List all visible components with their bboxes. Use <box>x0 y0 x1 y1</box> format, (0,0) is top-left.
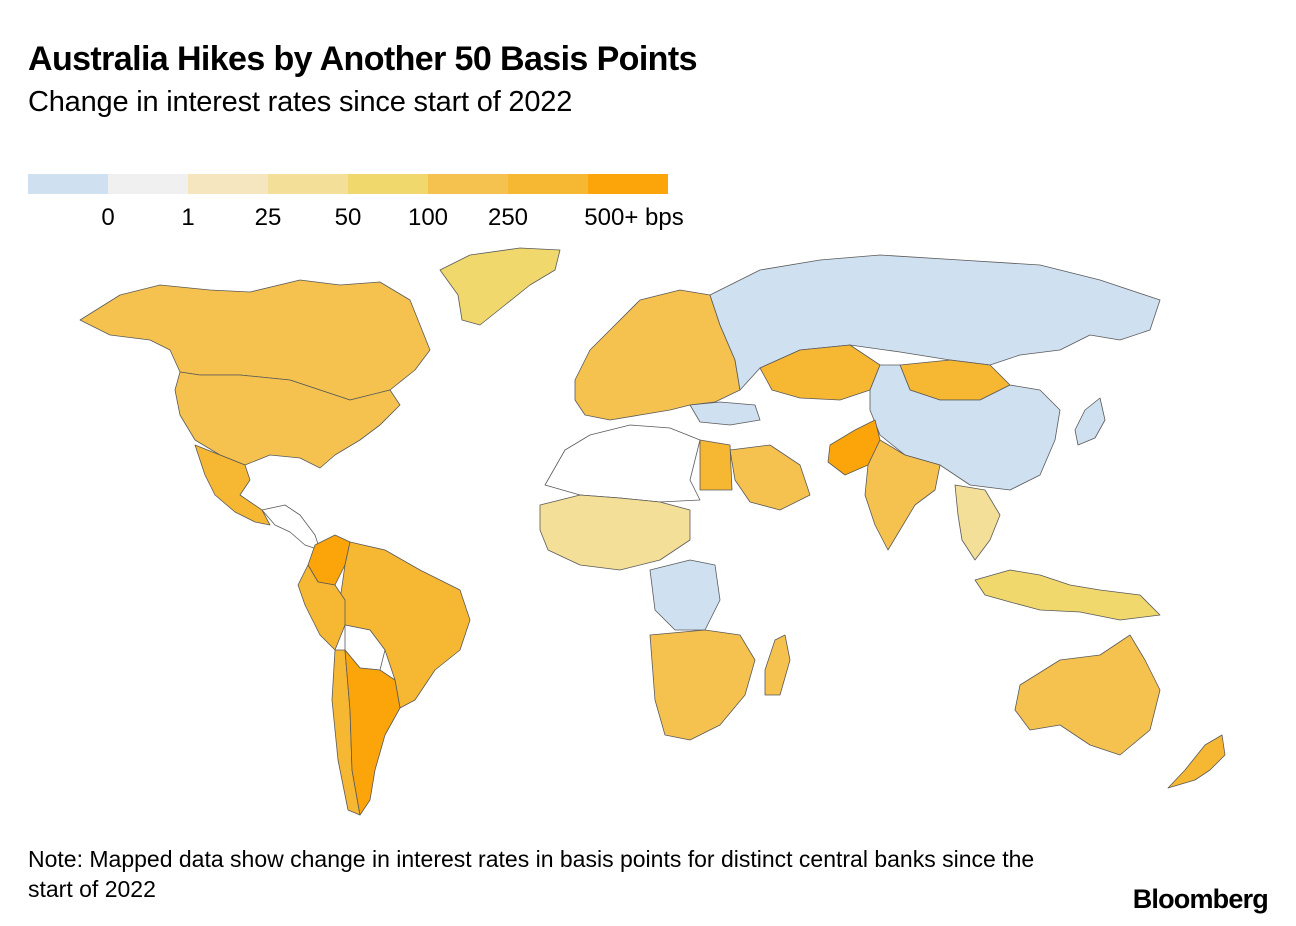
country-indonesia <box>974 569 1161 621</box>
legend-tick-label: 500+ bps <box>584 204 684 231</box>
legend-swatch <box>28 174 108 194</box>
legend-tick-label: 25 <box>254 204 282 231</box>
region-southern-africa <box>649 629 756 741</box>
region-west-africa <box>539 494 691 571</box>
country-russia <box>709 254 1161 391</box>
world-map <box>0 240 1296 840</box>
color-legend: 0 1 25 50 100 250 500+ bps <box>28 174 728 234</box>
country-canada <box>79 279 431 401</box>
legend-swatch <box>508 174 588 194</box>
legend-swatch <box>188 174 268 194</box>
country-japan <box>1074 397 1106 446</box>
legend-swatches <box>28 174 668 194</box>
legend-tick-label: 0 <box>101 204 115 231</box>
legend-swatch <box>588 174 668 194</box>
legend-tick-label: 100 <box>407 204 449 231</box>
legend-tick-label: 250 <box>487 204 529 231</box>
country-new-zealand <box>1167 734 1226 789</box>
region-southeast-asia <box>954 484 1001 561</box>
country-greenland <box>439 247 561 326</box>
country-congo <box>649 559 721 631</box>
world-map-svg <box>79 247 1226 816</box>
country-mexico <box>194 444 271 526</box>
country-turkey <box>689 401 761 426</box>
legend-tick-label: 1 <box>181 204 195 231</box>
bloomberg-logo: Bloomberg <box>1132 884 1269 914</box>
country-australia <box>1014 634 1161 756</box>
region-central-america <box>261 504 321 551</box>
legend-swatch <box>348 174 428 194</box>
country-madagascar <box>764 634 791 696</box>
legend-swatch <box>428 174 508 194</box>
legend-swatch <box>108 174 188 194</box>
chart-subtitle: Change in interest rates since start of … <box>28 86 573 118</box>
chart-note: Note: Mapped data show change in interes… <box>28 846 1035 902</box>
country-peru <box>297 564 346 651</box>
chart-title: Australia Hikes by Another 50 Basis Poin… <box>28 40 697 78</box>
region-north-africa <box>544 424 701 503</box>
country-china <box>869 364 1061 491</box>
country-argentina <box>344 649 401 816</box>
country-india <box>864 439 941 551</box>
legend-tick-label: 50 <box>334 204 362 231</box>
country-egypt <box>699 439 733 491</box>
country-usa <box>174 371 401 469</box>
country-saudi-arabia <box>729 444 811 511</box>
legend-swatch <box>268 174 348 194</box>
